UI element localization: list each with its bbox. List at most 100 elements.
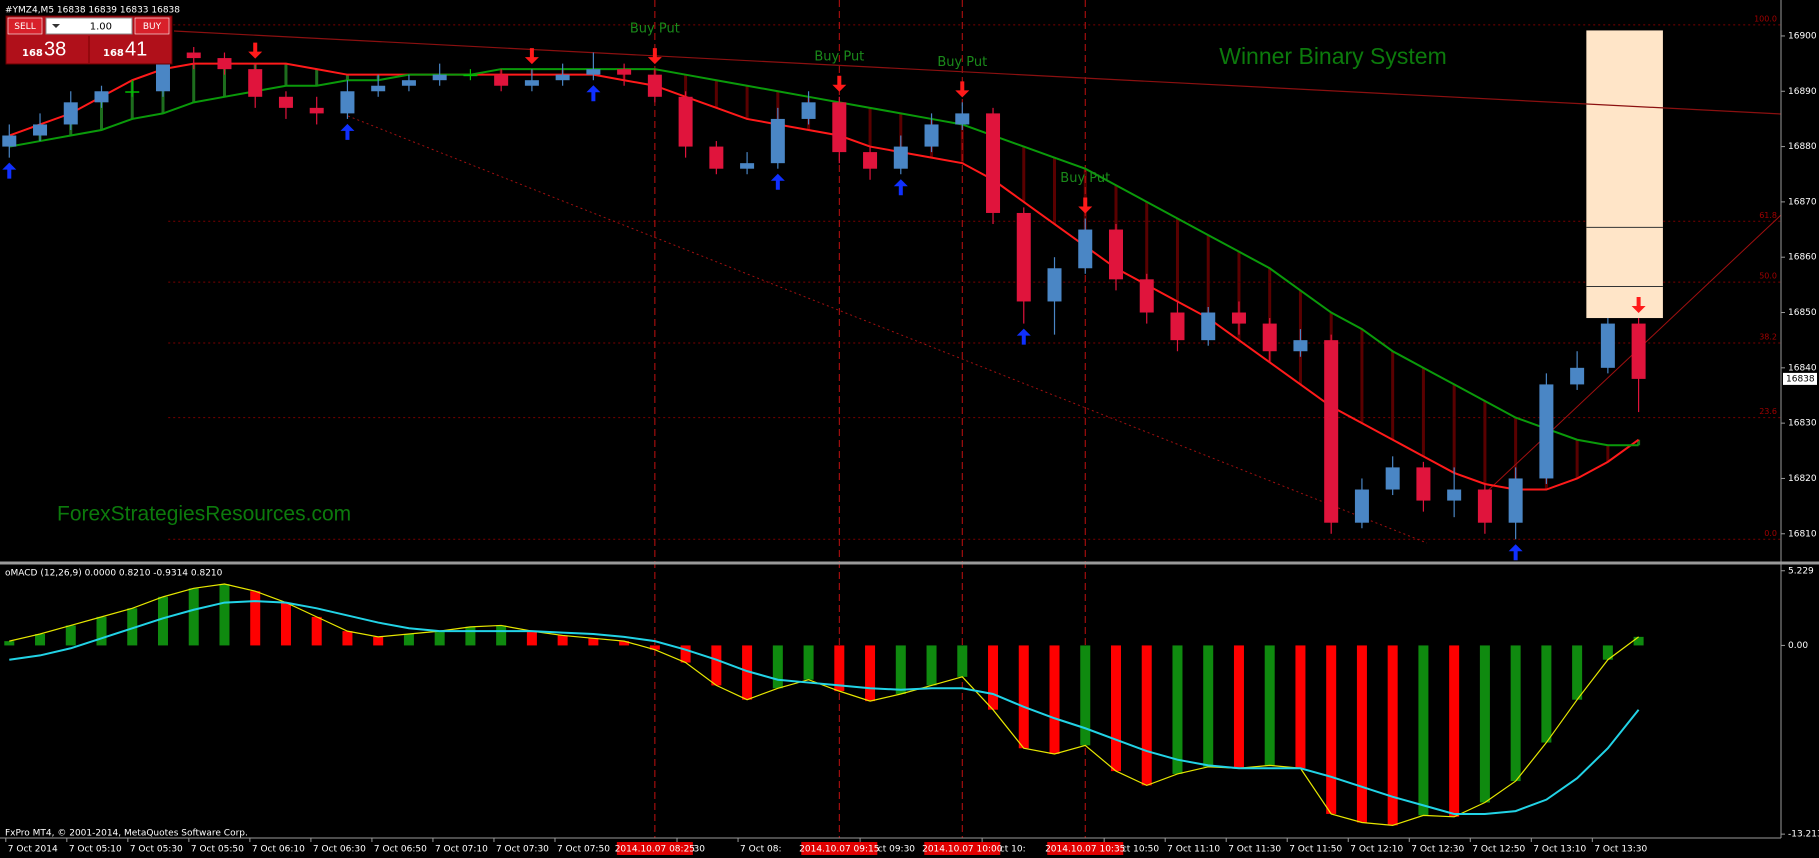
watermark: ForexStrategiesResources.com	[57, 503, 351, 526]
x-tick-label: 7 Oct 06:50	[374, 845, 427, 855]
macd-bar	[711, 645, 722, 686]
candle-body	[1047, 268, 1062, 302]
candle-body	[1201, 312, 1216, 341]
x-tick-label: 7 Oct 10:	[984, 845, 1026, 855]
macd-bar	[342, 631, 353, 646]
x-tick-label: 7 Oct 05:30	[130, 845, 183, 855]
chart-title: Winner Binary System	[1219, 43, 1447, 69]
symbol-line: #YMZ4,M5 16838 16839 16833 16838	[5, 6, 180, 16]
candle-body	[1262, 323, 1277, 352]
last-price-bg	[1783, 372, 1817, 385]
candle-body	[463, 74, 478, 77]
x-tick-label: 7 Oct 08:	[740, 845, 782, 855]
signal-label: Buy Put	[630, 22, 680, 37]
signal-time-bg	[924, 842, 1001, 855]
down-arrow	[955, 81, 970, 98]
signal-time-bg	[616, 842, 693, 855]
candle-body	[432, 74, 447, 81]
x-tick-label: 7 Oct 11:10	[1167, 845, 1220, 855]
up-arrow	[893, 179, 908, 196]
candle-body	[1170, 312, 1185, 341]
macd-bar	[649, 645, 660, 650]
down-arrow	[647, 48, 662, 65]
y-tick-label: 16840	[1788, 363, 1817, 373]
up-arrow	[1508, 544, 1523, 561]
candle-body	[1447, 489, 1462, 501]
trend-line	[173, 30, 1782, 115]
buy-button[interactable]	[134, 17, 170, 35]
macd-bar	[1633, 636, 1644, 646]
back-layer: 100.0 61.8 50.0 38.2 23.6 0.0	[7, 0, 1781, 838]
candle-body	[986, 113, 1001, 213]
candle-body	[555, 74, 570, 81]
macd-bar	[403, 634, 414, 646]
candle-body	[893, 146, 908, 169]
trend-line	[347, 115, 1428, 544]
candle-body	[248, 69, 263, 97]
macd-bar	[65, 625, 76, 646]
signal-label: Buy Put	[1060, 171, 1110, 186]
x-tick-label: 7 Oct 05:50	[191, 845, 244, 855]
x-tick-label: 7 Oct 12:50	[1472, 845, 1525, 855]
candle-body	[1293, 340, 1308, 352]
macd-bar	[96, 616, 107, 646]
bid-small: 168	[22, 48, 43, 59]
macd-bar	[219, 584, 230, 646]
macd-bar	[127, 608, 138, 646]
macd-bar	[1510, 645, 1521, 782]
signal-time: 2014.10.07 10:00	[922, 845, 1003, 855]
candle-body	[1600, 323, 1615, 368]
candle-body	[63, 102, 78, 125]
macd-bar	[434, 631, 445, 646]
candle-body	[2, 135, 17, 147]
candle-body	[863, 152, 878, 169]
macd-bar	[157, 596, 168, 646]
candle-body	[1416, 467, 1431, 501]
up-arrow	[1016, 328, 1031, 345]
candle-body	[1385, 467, 1400, 490]
down-arrow	[832, 75, 847, 92]
buy-label: BUY	[143, 22, 162, 32]
macd-bar	[1110, 645, 1121, 772]
moving-average	[8, 62, 1640, 491]
lot-dropdown[interactable]	[52, 24, 60, 28]
lot-input[interactable]	[45, 17, 133, 35]
candle-body	[217, 58, 232, 70]
macd-bar	[926, 645, 937, 686]
x-tick-label: 7 Oct 10:50	[1106, 845, 1159, 855]
lot-value: 1.00	[90, 22, 112, 33]
candle-body	[1108, 229, 1123, 280]
range-box	[1586, 30, 1663, 319]
candle-body	[740, 163, 755, 169]
candle-body	[1477, 489, 1492, 523]
candle-body	[1016, 212, 1031, 302]
x-tick-label: 7 Oct 2014	[8, 845, 58, 855]
y-tick-label: 16900	[1788, 31, 1817, 41]
macd-bar	[680, 645, 691, 663]
y-tick-label: 16820	[1788, 474, 1817, 484]
macd-bar	[1049, 645, 1060, 754]
x-tick-label: 7 Oct 12:10	[1350, 845, 1403, 855]
x-tick-label: 7 Oct 13:10	[1533, 845, 1586, 855]
macd-bar	[1449, 645, 1460, 817]
candle-body	[924, 124, 939, 147]
candle-body	[401, 80, 416, 86]
macd-bar	[465, 626, 476, 646]
macd-bar	[1141, 645, 1152, 786]
candle-body	[955, 113, 970, 125]
macd-line	[9, 583, 1639, 826]
trend-line	[1478, 214, 1782, 500]
signal-time: 2014.10.07 09:15	[799, 845, 879, 855]
macd-bar	[865, 645, 876, 702]
ask-small: 168	[103, 48, 124, 59]
candle-body	[494, 74, 509, 86]
sell-button[interactable]	[7, 17, 43, 35]
macd-bar	[1295, 645, 1306, 769]
candle-body	[1354, 489, 1369, 523]
fib-label: 0.0	[1764, 529, 1777, 538]
x-tick-label: 7 Oct 11:30	[1228, 845, 1281, 855]
fib-label: 38.2	[1759, 332, 1777, 341]
macd-bar	[588, 638, 599, 646]
candle-body	[371, 85, 386, 92]
